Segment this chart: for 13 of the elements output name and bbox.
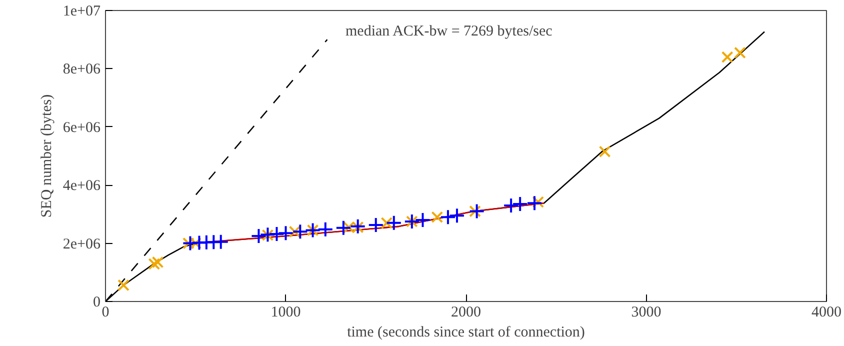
x-tick-label: 1000 (270, 304, 301, 320)
y-tick-label: 1e+07 (62, 4, 101, 20)
x-axis-title: time (seconds since start of connection) (347, 324, 585, 340)
x-tick-label: 3000 (631, 304, 662, 320)
y-tick-label: 2e+06 (62, 236, 101, 252)
y-tick-label: 0 (93, 294, 100, 310)
x-tick-label: 4000 (812, 304, 842, 320)
y-axis-title: SEQ number (bytes) (38, 94, 55, 218)
y-tick-label: 6e+06 (62, 120, 101, 136)
y-tick-label: 4e+06 (62, 178, 101, 194)
y-tick-label: 8e+06 (62, 62, 101, 78)
x-tick-label: 2000 (451, 304, 481, 320)
annotation: median ACK-bw = 7269 bytes/sec (346, 24, 553, 40)
